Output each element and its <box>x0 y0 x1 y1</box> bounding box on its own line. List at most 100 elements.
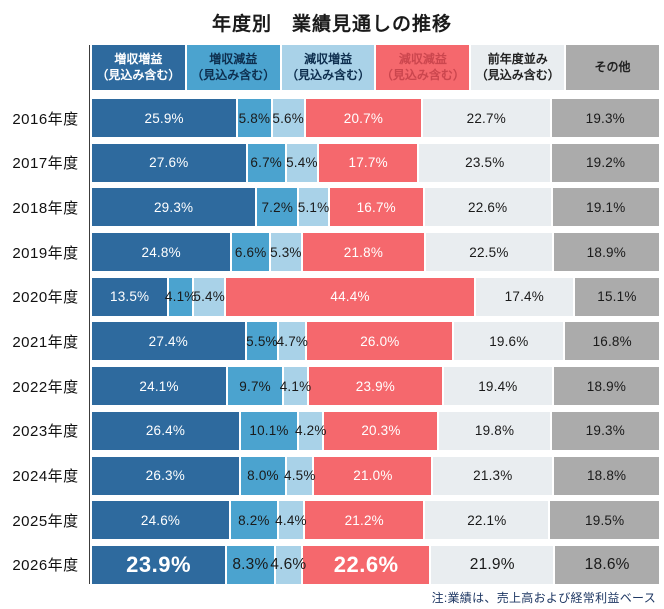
bar-segment: 10.1% <box>240 411 298 450</box>
bar-segment: 24.1% <box>92 367 227 406</box>
bar-segment: 16.7% <box>329 188 423 227</box>
segment-value-label: 22.7% <box>466 110 506 126</box>
segment-value-label: 22.1% <box>467 512 507 528</box>
segment-value-label: 5.4% <box>286 155 318 171</box>
segment-value-label: 4.2% <box>295 423 327 439</box>
segment-value-label: 21.0% <box>353 468 393 483</box>
legend-item-2: 減収増益 （見込み含む） <box>281 45 375 90</box>
bar-segment: 5.1% <box>297 188 330 227</box>
bar-segment: 5.3% <box>270 233 302 272</box>
legend: 増収増益 （見込み含む） 増収減益 （見込み含む） 減収増益 （見込み含む） 減収減益 （見込… <box>1 45 659 90</box>
segment-value-label: 16.7% <box>356 199 396 215</box>
segment-value-label: 24.6% <box>140 512 181 528</box>
segment-value-label: 19.6% <box>489 333 529 349</box>
bar-segment: 19.5% <box>550 501 659 540</box>
bar-segment: 21.2% <box>305 501 424 540</box>
segment-value-label: 18.8% <box>586 468 627 483</box>
segment-value-label: 21.2% <box>344 512 384 528</box>
segment-value-label: 21.3% <box>473 468 513 483</box>
legend-item-1: 増収減益 （見込み含む） <box>186 45 280 90</box>
segment-value-label: 15.1% <box>597 289 637 305</box>
bar-row-2020年度: 2020年度 13.5% 4.1% 5.4% 44.4% 17.4% 15.1% <box>1 277 659 316</box>
bar-segment: 5.4% <box>286 143 318 182</box>
segment-value-label: 8.3% <box>232 555 269 573</box>
bar-segment: 8.3% <box>227 545 274 584</box>
segment-value-label: 23.5% <box>465 155 505 171</box>
bar-segment: 18.9% <box>553 367 659 406</box>
rows: 2016年度 25.9% 5.8% 5.6% 20.7% 22.7% 19.3% 2017年度… <box>1 99 660 584</box>
legend-item-text: 増収増益 <box>114 51 163 66</box>
segment-value-label: 26.3% <box>145 468 185 483</box>
legend-item-text: （見込み含む） <box>96 67 181 82</box>
bar-segment: 19.6% <box>454 322 564 361</box>
segment-value-label: 17.4% <box>504 289 544 305</box>
bar-segment: 9.7% <box>228 367 283 406</box>
legend-item-text: 前年度並み <box>487 51 548 66</box>
bar-segment: 16.8% <box>565 322 659 361</box>
bar-segment: 8.2% <box>231 501 277 540</box>
segment-value-label: 4.1% <box>279 378 312 394</box>
bar-segment: 15.1% <box>574 277 659 316</box>
year-label: 2019年度 <box>12 244 79 262</box>
bar-segment: 22.6% <box>303 545 430 584</box>
bar-row-2024年度: 2024年度 26.3% 8.0% 4.5% 21.0% 21.3% 18.8% <box>1 456 660 495</box>
bar-segment: 17.7% <box>318 143 418 182</box>
bar-row-2018年度: 2018年度 29.3% 7.2% 5.1% 16.7% 22.6% 19.1% <box>1 188 659 227</box>
legend-spacer <box>1 45 90 90</box>
segment-value-label: 5.3% <box>270 244 302 260</box>
segment-value-label: 5.6% <box>272 110 304 126</box>
bar-row-2026年度: 2026年度 23.9% 8.3% 4.6% 22.6% 21.9% 18.6% <box>1 545 659 584</box>
bar-segment: 8.0% <box>240 456 286 495</box>
bar-segment: 26.4% <box>92 411 239 450</box>
bar-segment: 4.4% <box>275 501 307 540</box>
segment-value-label: 6.7% <box>250 155 282 171</box>
segment-value-label: 18.9% <box>586 378 627 394</box>
segment-value-label: 4.7% <box>276 333 309 349</box>
legend-item-text: 減収減益 <box>398 51 447 66</box>
segment-value-label: 23.9% <box>126 551 192 577</box>
year-label: 2017年度 <box>12 155 79 173</box>
bar-segment: 19.3% <box>551 411 659 450</box>
bar-segment: 13.5% <box>92 277 168 316</box>
segment-value-label: 21.8% <box>343 244 384 260</box>
segment-value-label: 4.5% <box>284 468 316 483</box>
segment-value-label: 19.5% <box>585 512 625 528</box>
bar-segment: 23.5% <box>419 143 551 182</box>
year-label: 2020年度 <box>12 289 79 307</box>
segment-value-label: 19.8% <box>474 423 515 439</box>
bar-segment: 24.8% <box>92 233 231 272</box>
legend-item-text: （見込み含む） <box>191 67 276 82</box>
segment-value-label: 44.4% <box>330 289 370 305</box>
segment-value-label: 5.5% <box>246 333 278 349</box>
legend-item-text: 増収減益 <box>209 51 258 66</box>
segment-value-label: 4.6% <box>270 555 307 573</box>
bar-segment: 23.9% <box>308 367 442 406</box>
segment-value-label: 22.5% <box>469 244 509 260</box>
footnote: 注:業績は、売上高および経常利益ベース <box>431 590 656 605</box>
bar-segment: 21.9% <box>431 545 554 584</box>
segment-value-label: 17.7% <box>348 155 388 171</box>
legend-item-text: その他 <box>594 59 631 74</box>
segment-value-label: 18.9% <box>586 244 626 260</box>
bar-segment: 6.7% <box>247 143 285 182</box>
bar-segment: 26.0% <box>307 322 453 361</box>
bar-segment: 21.0% <box>314 456 432 495</box>
segment-value-label: 9.7% <box>239 378 271 394</box>
legend-item-0: 増収増益 （見込み含む） <box>92 45 185 90</box>
segment-value-label: 6.6% <box>234 244 267 260</box>
bar-segment: 21.3% <box>433 456 553 495</box>
segment-value-label: 5.8% <box>238 110 271 126</box>
segment-value-label: 26.4% <box>145 423 186 439</box>
bar-segment: 22.7% <box>423 99 550 137</box>
segment-value-label: 16.8% <box>592 333 632 349</box>
bar-segment: 26.3% <box>92 456 239 495</box>
segment-value-label: 5.1% <box>297 199 330 215</box>
legend-item-text: （見込み含む） <box>475 67 560 82</box>
bar-segment: 29.3% <box>92 188 256 227</box>
bar-row-2025年度: 2025年度 24.6% 8.2% 4.4% 21.2% 22.1% 19.5% <box>1 501 659 540</box>
bar-segment: 19.8% <box>439 411 550 450</box>
bar-segment: 4.7% <box>277 322 308 361</box>
segment-value-label: 8.2% <box>238 512 270 528</box>
bar-segment: 18.6% <box>555 545 659 584</box>
legend-item-3: 減収減益 （見込み含む） <box>376 45 470 90</box>
